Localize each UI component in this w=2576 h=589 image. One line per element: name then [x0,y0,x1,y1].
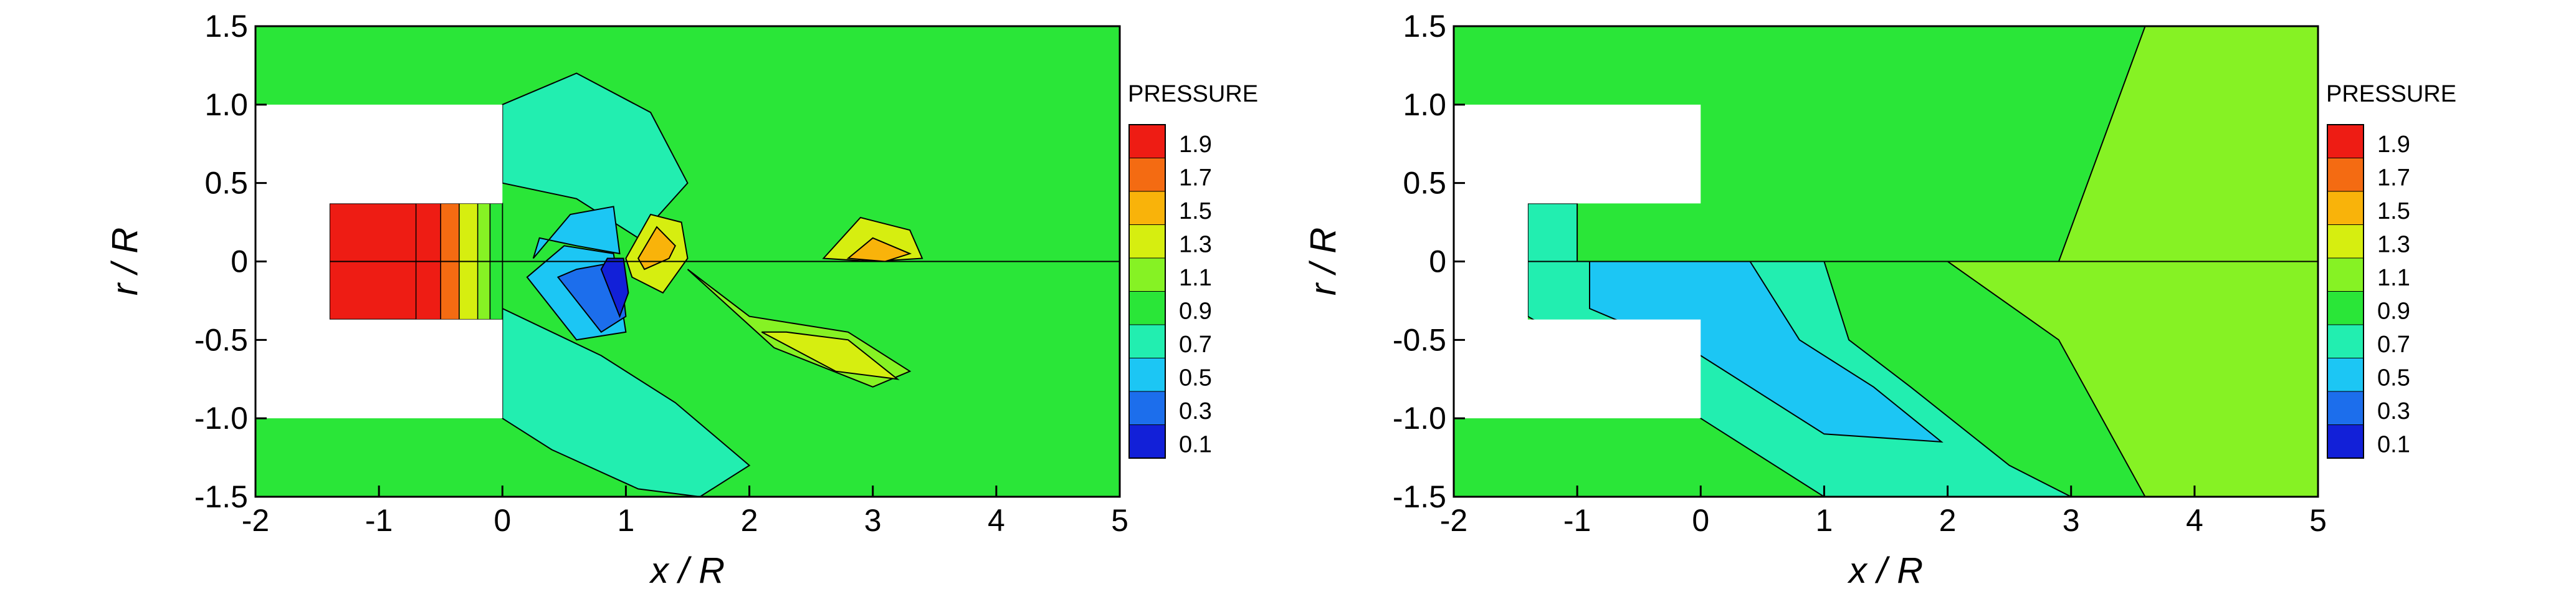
legend-swatch [2327,291,2364,325]
legend-swatch [2327,191,2364,225]
legend-label: 0.3 [2377,398,2410,424]
pressure-field [255,26,1120,497]
nozzle-body [1454,104,1701,419]
legend-label: 1.1 [2377,265,2410,291]
x-axis-title: x / R [1847,550,1923,589]
legend-title: PRESSURE [2326,81,2456,107]
legend-label: 0.9 [2377,299,2410,325]
legend-label: 1.7 [1179,165,1212,191]
legend-swatch [1128,358,1166,392]
contour-panel-1: -2 -1 0 1 2 3 4 5 1.5 1.0 0.5 0 -0.5 -1.0 -1.5 x / R r /… [105,9,1258,589]
legend-title: PRESSURE [1128,81,1258,107]
legend-swatch [2327,158,2364,192]
legend-frame [2327,124,2364,459]
pressure-region [1527,203,1578,262]
legend-label: 1.5 [1179,198,1212,224]
legend-swatch [2327,424,2364,459]
legend-swatch [2327,124,2364,158]
legend-label: 0.9 [1179,299,1212,325]
legend-label: 0.7 [1179,332,1212,358]
x-tick-label: 0 [1692,503,1709,538]
legend-label: 0.1 [2377,432,2410,458]
legend-frame [1128,124,1166,459]
y-tick-label: -1.5 [194,479,248,514]
legend-swatch [1128,291,1166,325]
y-tick-label: 1.0 [204,87,248,122]
legend-label: 1.1 [1179,265,1212,291]
legend-swatch [1128,324,1166,358]
y-tick-label: -1.0 [194,401,248,436]
x-tick-label: 5 [2309,503,2327,538]
legend-swatch [2327,224,2364,259]
legend-label: 1.7 [2377,165,2410,191]
x-axis-title: x / R [649,550,725,589]
x-tick-label: -2 [1440,503,1467,538]
legend-label: 0.5 [1179,365,1212,391]
legend-label: 0.5 [2377,365,2410,391]
y-tick-label: 0 [231,244,248,279]
legend-label: 1.3 [1179,232,1212,258]
x-tick-label: 3 [864,503,882,538]
legend-swatch [1128,224,1166,259]
pressure-field [1454,26,2318,497]
legend-swatch [2327,324,2364,358]
pressure-region [600,257,629,318]
x-tick-label: 4 [2186,503,2203,538]
pressure-region [502,72,689,239]
contour-panel-2: -2 -1 0 1 2 3 4 5 1.5 1.0 0.5 0 -0.5 -1.0 -1.5 x / R r /… [1303,9,2456,589]
x-tick-label: -1 [365,503,393,538]
legend-label: 1.9 [1179,132,1212,158]
y-tick-label: -1.5 [1393,479,1446,514]
legend-swatch [1128,191,1166,225]
y-tick-label: -0.5 [1393,322,1446,357]
legend-label: 1.3 [2377,232,2410,258]
x-tick-label: -1 [1563,503,1591,538]
legend-label: 0.7 [2377,332,2410,358]
pressure-legend: PRESSURE 1.9 1.7 1.5 1.3 1.1 0.9 0.7 0.5 0.3 0.1 [2326,81,2456,459]
legend-swatch [1128,424,1166,459]
y-tick-label: 0.5 [204,166,248,201]
y-axis-title: r / R [1303,227,1343,296]
x-tick-label: 4 [988,503,1005,538]
pressure-region [532,206,621,259]
legend-swatch [1128,391,1166,425]
pressure-legend: PRESSURE 1.9 1.7 1.5 1.3 1.1 0.9 0.7 0.5 0.3 0.1 [1128,81,1258,459]
x-tick-label: 2 [741,503,758,538]
x-tick-label: 1 [618,503,635,538]
y-tick-label: 1.5 [204,9,248,44]
legend-swatch [2327,257,2364,292]
legend-swatch [2327,391,2364,425]
x-tick-label: 1 [1816,503,1833,538]
legend-swatch [2327,358,2364,392]
legend-label: 1.5 [2377,198,2410,224]
legend-swatch [1128,124,1166,158]
x-tick-label: 3 [2063,503,2080,538]
pressure-region [637,226,676,271]
x-tick-label: 2 [1939,503,1957,538]
legend-label: 0.1 [1179,432,1212,458]
legend-swatch [1128,257,1166,292]
legend-label: 0.3 [1179,398,1212,424]
x-tick-label: 5 [1111,503,1128,538]
legend-label: 1.9 [2377,132,2410,158]
y-tick-label: 0 [1429,244,1446,279]
pressure-region [761,331,900,380]
y-axis-title: r / R [105,227,145,296]
x-tick-label: 0 [494,503,511,538]
legend-swatch [1128,158,1166,192]
nozzle-body [255,104,503,419]
y-tick-label: -0.5 [194,322,248,357]
x-tick-label: -2 [242,503,269,538]
pressure-region [846,237,912,262]
y-tick-label: -1.0 [1393,401,1446,436]
pressure-region [502,307,751,497]
y-tick-label: 0.5 [1403,166,1446,201]
y-tick-label: 1.5 [1403,9,1446,44]
y-tick-label: 1.0 [1403,87,1446,122]
